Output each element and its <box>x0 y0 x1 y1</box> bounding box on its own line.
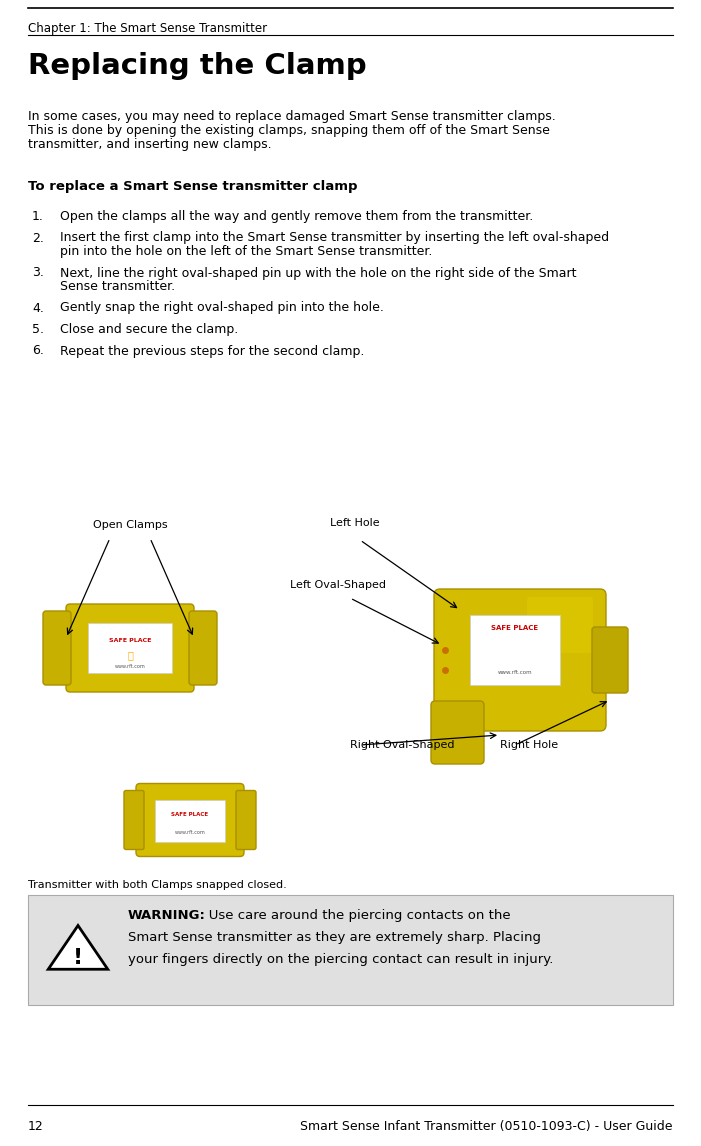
Text: SAFE PLACE: SAFE PLACE <box>172 813 209 817</box>
Text: Insert the first clamp into the Smart Sense transmitter by inserting the left ov: Insert the first clamp into the Smart Se… <box>60 231 609 244</box>
Text: Next, line the right oval-shaped pin up with the hole on the right side of the S: Next, line the right oval-shaped pin up … <box>60 267 576 280</box>
FancyBboxPatch shape <box>592 627 628 693</box>
Text: 1.: 1. <box>32 210 44 223</box>
Text: To replace a Smart Sense transmitter clamp: To replace a Smart Sense transmitter cla… <box>28 180 358 193</box>
FancyBboxPatch shape <box>66 604 194 692</box>
FancyBboxPatch shape <box>431 701 484 764</box>
Text: Repeat the previous steps for the second clamp.: Repeat the previous steps for the second… <box>60 345 365 358</box>
Text: www.rft.com: www.rft.com <box>175 830 205 835</box>
Text: Close and secure the clamp.: Close and secure the clamp. <box>60 323 238 336</box>
Text: In some cases, you may need to replace damaged Smart Sense transmitter clamps.: In some cases, you may need to replace d… <box>28 110 556 123</box>
Text: This is done by opening the existing clamps, snapping them off of the Smart Sens: This is done by opening the existing cla… <box>28 124 550 138</box>
Text: 2.: 2. <box>32 231 44 244</box>
Text: your fingers directly on the piercing contact can result in injury.: your fingers directly on the piercing co… <box>128 953 553 966</box>
Text: 4.: 4. <box>32 301 44 314</box>
Text: SAFE PLACE: SAFE PLACE <box>491 625 538 631</box>
FancyBboxPatch shape <box>124 791 144 849</box>
FancyBboxPatch shape <box>189 611 217 685</box>
FancyBboxPatch shape <box>136 784 244 856</box>
Text: Open Clamps: Open Clamps <box>93 520 168 529</box>
Polygon shape <box>48 926 108 970</box>
Text: transmitter, and inserting new clamps.: transmitter, and inserting new clamps. <box>28 138 271 151</box>
FancyBboxPatch shape <box>470 615 560 685</box>
Text: Sense transmitter.: Sense transmitter. <box>60 280 175 293</box>
Text: 🐤: 🐤 <box>127 650 133 660</box>
FancyBboxPatch shape <box>527 597 593 653</box>
Text: Smart Sense Infant Transmitter (0510-1093-C) - User Guide: Smart Sense Infant Transmitter (0510-109… <box>301 1120 673 1133</box>
Text: !: ! <box>73 948 83 968</box>
Text: Transmitter with both Clamps snapped closed.: Transmitter with both Clamps snapped clo… <box>28 880 287 890</box>
Text: Chapter 1: The Smart Sense Transmitter: Chapter 1: The Smart Sense Transmitter <box>28 22 267 36</box>
FancyBboxPatch shape <box>236 791 256 849</box>
Text: Right Hole: Right Hole <box>500 740 558 749</box>
Text: Left Oval-Shaped: Left Oval-Shaped <box>290 580 386 590</box>
Text: WARNING:: WARNING: <box>128 909 206 923</box>
Text: SAFE PLACE: SAFE PLACE <box>109 638 151 643</box>
FancyBboxPatch shape <box>155 800 225 842</box>
Text: www.rft.com: www.rft.com <box>115 664 145 669</box>
FancyBboxPatch shape <box>43 611 71 685</box>
Text: Open the clamps all the way and gently remove them from the transmitter.: Open the clamps all the way and gently r… <box>60 210 533 223</box>
Text: 6.: 6. <box>32 345 44 358</box>
FancyBboxPatch shape <box>28 895 673 1005</box>
FancyBboxPatch shape <box>88 623 172 673</box>
Text: pin into the hole on the left of the Smart Sense transmitter.: pin into the hole on the left of the Sma… <box>60 245 433 258</box>
Text: Gently snap the right oval-shaped pin into the hole.: Gently snap the right oval-shaped pin in… <box>60 301 384 314</box>
FancyBboxPatch shape <box>434 589 606 731</box>
Text: 5.: 5. <box>32 323 44 336</box>
Text: Use care around the piercing contacts on the: Use care around the piercing contacts on… <box>196 909 510 923</box>
Text: www.rft.com: www.rft.com <box>498 670 532 675</box>
Text: 3.: 3. <box>32 267 44 280</box>
Text: Left Hole: Left Hole <box>330 518 380 528</box>
Text: Right Oval-Shaped: Right Oval-Shaped <box>350 740 454 749</box>
Text: 12: 12 <box>28 1120 43 1133</box>
Text: Smart Sense transmitter as they are extremely sharp. Placing: Smart Sense transmitter as they are extr… <box>128 931 541 944</box>
Text: Replacing the Clamp: Replacing the Clamp <box>28 52 367 80</box>
